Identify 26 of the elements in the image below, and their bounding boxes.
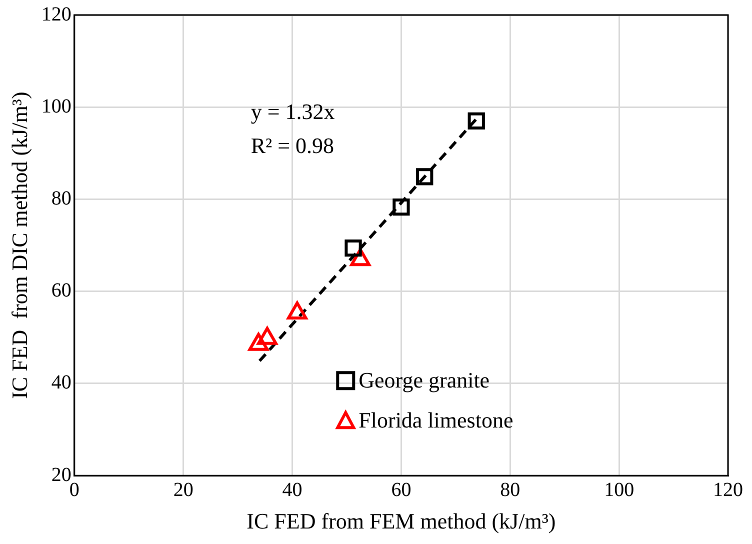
annotation: y = 1.32x <box>250 98 335 124</box>
x-tick-label: 80 <box>500 478 520 501</box>
point <box>392 198 410 216</box>
point <box>287 302 308 320</box>
x-tick-label: 40 <box>282 478 302 501</box>
y-tick-label: 60 <box>51 280 72 302</box>
legend-label: George granite <box>358 367 490 392</box>
y-tick-label: 100 <box>41 95 72 118</box>
x-tick-label: 0 <box>69 478 80 501</box>
x-tick-label: 100 <box>604 478 634 501</box>
point <box>468 112 485 130</box>
point <box>257 326 278 345</box>
x-axis-title: IC FED from FEM method (kJ/m³) <box>246 508 556 534</box>
y-tick-label: 40 <box>51 372 72 394</box>
x-tick-label: 20 <box>173 478 194 501</box>
annotation: R² = 0.98 <box>250 132 334 158</box>
y-tick-label: 80 <box>51 187 72 210</box>
y-tick-label: 20 <box>51 464 72 486</box>
y-tick-label: 120 <box>41 3 72 26</box>
point <box>416 168 434 186</box>
point <box>248 332 269 351</box>
x-tick-label: 60 <box>391 478 412 501</box>
legend-label: Florida limestone <box>358 407 514 432</box>
x-tick-label: 120 <box>713 478 743 501</box>
y-axis-title: IC FED from DIC method (kJ/m³) <box>6 92 32 399</box>
point <box>344 239 362 257</box>
